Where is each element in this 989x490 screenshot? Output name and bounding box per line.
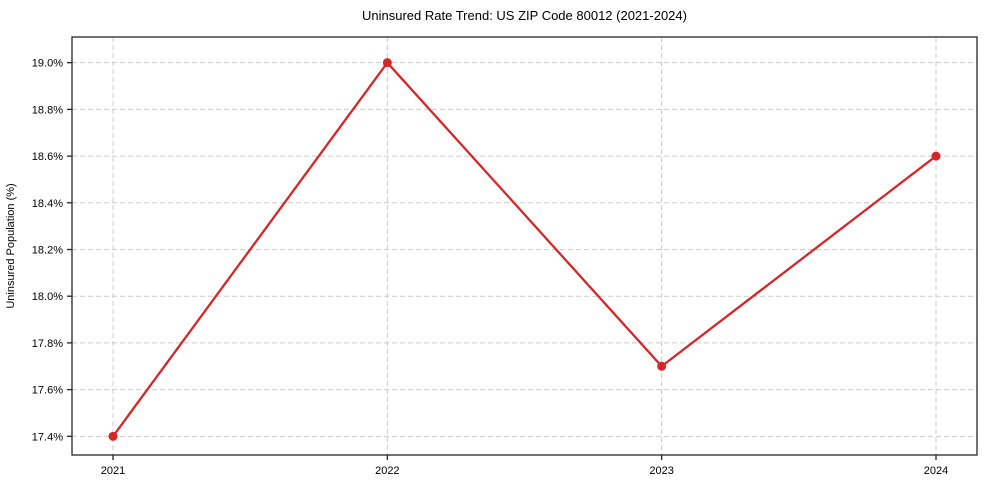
y-tick-label: 18.0% [32, 291, 63, 303]
data-point [657, 361, 667, 371]
plot-border [71, 36, 978, 456]
x-tick-label: 2021 [101, 465, 125, 477]
y-tick-label: 18.4% [32, 198, 63, 210]
x-tick-label: 2022 [375, 465, 399, 477]
x-tick-label: 2023 [649, 465, 673, 477]
y-tick-label: 19.0% [32, 58, 63, 70]
y-axis-label: Uninsured Population (%) [5, 183, 17, 308]
chart-title: Uninsured Rate Trend: US ZIP Code 80012 … [362, 8, 687, 23]
trend-line [111, 61, 938, 438]
y-tick-label: 18.8% [32, 104, 63, 116]
y-tick-label: 17.4% [32, 431, 63, 443]
data-point [382, 58, 392, 68]
y-tick-label: 18.6% [32, 151, 63, 163]
data-point [931, 151, 941, 161]
x-tick-label: 2024 [924, 465, 948, 477]
y-tick-label: 18.2% [32, 245, 63, 257]
data-point [108, 431, 118, 441]
y-tick-label: 17.6% [32, 385, 63, 397]
y-tick-label: 17.8% [32, 338, 63, 350]
